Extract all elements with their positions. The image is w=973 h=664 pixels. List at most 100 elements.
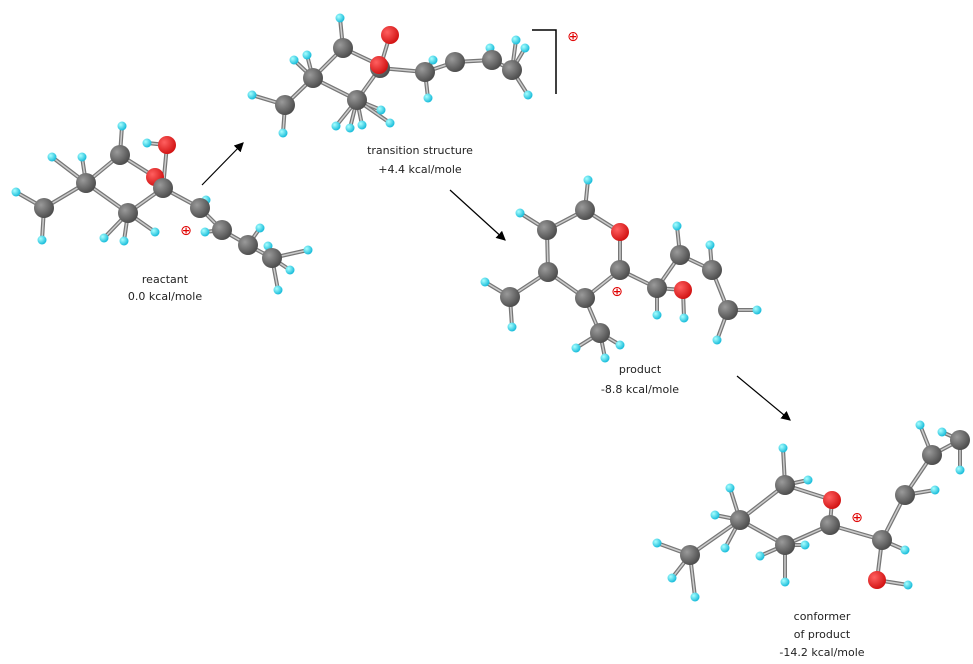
hydrogen-atom <box>143 139 152 148</box>
carbon-atom <box>110 145 130 165</box>
hydrogen-atom <box>424 94 433 103</box>
oxygen-atom <box>823 491 841 509</box>
hydrogen-atom <box>726 484 735 493</box>
hydrogen-atom <box>721 544 730 553</box>
hydrogen-atom <box>584 176 593 185</box>
hydrogen-atom <box>711 511 720 520</box>
carbon-atom <box>537 220 557 240</box>
bracket <box>532 30 556 94</box>
carbon-atom <box>820 515 840 535</box>
stage-energy: -14.2 kcal/mole <box>779 646 864 659</box>
hydrogen-atom <box>756 552 765 561</box>
carbon-atom <box>775 535 795 555</box>
hydrogen-atom <box>12 188 21 197</box>
charge: ⊕ <box>611 284 623 300</box>
hydrogen-atom <box>916 421 925 430</box>
charge: ⊕ <box>180 223 192 239</box>
carbon-atom <box>680 545 700 565</box>
carbon-atom <box>212 220 232 240</box>
oxygen-atom <box>158 136 176 154</box>
hydrogen-atom <box>706 241 715 250</box>
hydrogen-atom <box>279 129 288 138</box>
hydrogen-atom <box>118 122 127 131</box>
carbon-atom <box>275 95 295 115</box>
carbon-atom <box>775 475 795 495</box>
carbon-atom <box>950 430 970 450</box>
hydrogen-atom <box>512 36 521 45</box>
hydrogen-atom <box>303 51 312 60</box>
hydrogen-atom <box>151 228 160 237</box>
carbon-atom <box>895 485 915 505</box>
carbon-atom <box>610 260 630 280</box>
carbon-atom <box>190 198 210 218</box>
carbon-atom <box>262 248 282 268</box>
stage-label: conformer <box>794 610 851 623</box>
carbon-atom <box>575 200 595 220</box>
hydrogen-atom <box>904 581 913 590</box>
hydrogen-atom <box>673 222 682 231</box>
hydrogen-atom <box>801 541 810 550</box>
carbon-atom <box>502 60 522 80</box>
oxygen-atom <box>674 281 692 299</box>
hydrogen-atom <box>713 336 722 345</box>
carbon-atom <box>238 235 258 255</box>
stage-label: of product <box>794 628 851 641</box>
arrow <box>202 143 243 185</box>
hydrogen-atom <box>290 56 299 65</box>
hydrogen-atom <box>931 486 940 495</box>
hydrogen-atom <box>956 466 965 475</box>
carbon-atom <box>76 173 96 193</box>
reaction-diagram: ⊕ ⊕ ⊕ ⊕ reactant 0.0 kcal/mole transitio… <box>0 0 973 664</box>
arrow <box>737 376 790 420</box>
carbon-atom <box>153 178 173 198</box>
hydrogen-atom <box>572 344 581 353</box>
carbon-atom <box>538 262 558 282</box>
arrow <box>450 190 505 240</box>
hydrogen-atom <box>616 341 625 350</box>
stage-energy: -8.8 kcal/mole <box>601 383 679 396</box>
hydrogen-atom <box>332 122 341 131</box>
hydrogen-atom <box>304 246 313 255</box>
hydrogen-atom <box>653 539 662 548</box>
oxygen-atom <box>868 571 886 589</box>
hydrogen-atom <box>516 209 525 218</box>
hydrogen-atom <box>120 237 129 246</box>
carbon-atom <box>118 203 138 223</box>
stage-label: transition structure <box>367 144 473 157</box>
hydrogen-atom <box>901 546 910 555</box>
hydrogen-atom <box>680 314 689 323</box>
carbon-atom <box>415 62 435 82</box>
hydrogen-atom <box>429 56 438 65</box>
carbon-atom <box>670 245 690 265</box>
hydrogen-atom <box>286 266 295 275</box>
hydrogen-atom <box>336 14 345 23</box>
carbon-atom <box>445 52 465 72</box>
molecules <box>12 14 971 602</box>
hydrogen-atom <box>256 224 265 233</box>
hydrogen-atom <box>524 91 533 100</box>
hydrogen-atom <box>248 91 257 100</box>
hydrogen-atom <box>601 354 610 363</box>
charge: ⊕ <box>851 510 863 526</box>
hydrogen-atom <box>38 236 47 245</box>
hydrogen-atom <box>346 124 355 133</box>
carbon-atom <box>34 198 54 218</box>
stage-label: product <box>619 363 662 376</box>
hydrogen-atom <box>78 153 87 162</box>
stage-energy: 0.0 kcal/mole <box>128 290 202 303</box>
oxygen-atom <box>381 26 399 44</box>
carbon-atom <box>872 530 892 550</box>
hydrogen-atom <box>508 323 517 332</box>
oxygen-atom <box>611 223 629 241</box>
carbon-atom <box>647 278 667 298</box>
hydrogen-atom <box>668 574 677 583</box>
stage-label: reactant <box>142 273 189 286</box>
carbon-atom <box>333 38 353 58</box>
hydrogen-atom <box>358 121 367 130</box>
hydrogen-atom <box>691 593 700 602</box>
carbon-atom <box>922 445 942 465</box>
hydrogen-atom <box>274 286 283 295</box>
hydrogen-atom <box>481 278 490 287</box>
hydrogen-atom <box>753 306 762 315</box>
hydrogen-atom <box>521 44 530 53</box>
